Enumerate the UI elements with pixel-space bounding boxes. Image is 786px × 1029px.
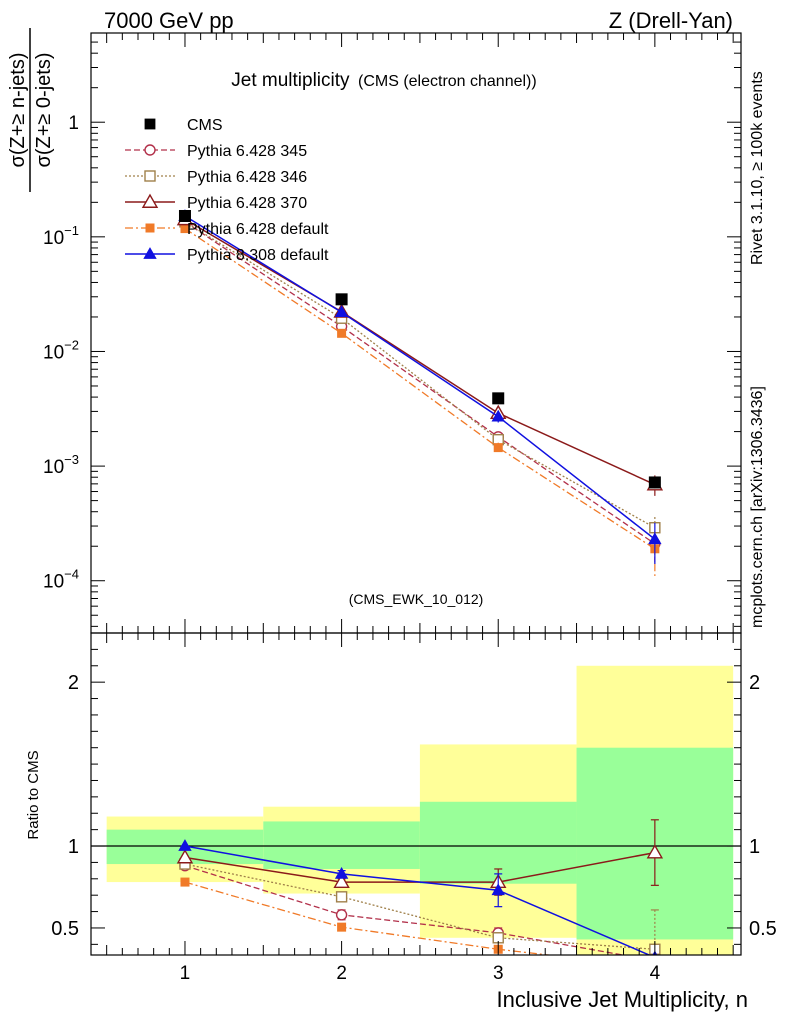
band-green-2 [263, 821, 420, 869]
ratio-ytick-label-right-2: 2 [749, 672, 760, 694]
ratio-point-p345-2 [335, 909, 348, 921]
series-p346 [179, 216, 661, 542]
point-pdef-3 [493, 443, 503, 453]
ratio-point-p8-2 [334, 866, 349, 879]
legend-label-p346: Pythia 6.428 346 [187, 169, 307, 186]
ratio-point-p8-1 [178, 839, 192, 851]
line-p8 [184, 215, 656, 540]
series-cms [178, 209, 661, 489]
point-pdef-2 [337, 328, 347, 338]
ratio-ytick-label-left-2: 2 [68, 672, 79, 694]
xtick-label-1: 2 [336, 963, 347, 984]
legend-marker-p370 [141, 193, 159, 208]
ylabel-numerator: σ(Z+≥ n-jets) [7, 53, 29, 168]
ylabel-denominator: σ(Z+≥ 0-jets) [33, 53, 55, 168]
point-cms-1 [178, 209, 191, 222]
point-p8-2 [334, 305, 349, 318]
point-cms-4 [648, 476, 661, 489]
main-ytick-label-1: 10−1 [43, 223, 79, 249]
legend-marker-p8 [143, 247, 157, 259]
chart-title-sub: (CMS (electron channel)) [358, 73, 537, 90]
main-series [176, 209, 664, 576]
legend-label-cms: CMS [187, 117, 223, 134]
line-p370 [184, 218, 656, 486]
xtick-label-3: 4 [650, 963, 661, 984]
ratio-ytick-label-right-1: 1 [749, 836, 760, 858]
ratio-uncertainty-bands [106, 665, 734, 955]
header-left: 7000 GeV pp [104, 8, 234, 33]
ratio-line-p346 [184, 863, 655, 950]
ratio-y-label: Ratio to CMS [25, 750, 42, 839]
xtick-label-0: 1 [180, 963, 191, 984]
ratio-point-p370-2 [333, 873, 350, 889]
ratio-point-p8-3 [491, 883, 505, 896]
legend-label-p370: Pythia 6.428 370 [187, 195, 307, 212]
point-cms-2 [335, 293, 348, 306]
line-pdef [184, 228, 656, 550]
x-axis-label: Inclusive Jet Multiplicity, n [497, 987, 748, 1012]
legend-entry-cms: CMS [144, 117, 223, 134]
ratio-ytick-label-left-1: 1 [68, 836, 79, 858]
line-p346 [184, 221, 656, 529]
legend-entry-p8: Pythia 8.308 default [125, 247, 329, 264]
line-p345 [184, 221, 656, 545]
series-pdef [180, 224, 660, 576]
ratio-point-p346-2 [335, 891, 348, 903]
mcplots-label: mcplots.cern.ch [arXiv:1306.3436] [749, 386, 766, 628]
legend: CMS Pythia 6.428 345 Pythia 6.428 346 Pythi… [125, 117, 329, 264]
ratio-ytick-label-left-0: 0.5 [51, 918, 79, 940]
legend-label-pdef: Pythia 6.428 default [187, 221, 329, 238]
legend-entry-p346: Pythia 6.428 346 [125, 169, 307, 186]
ratio-point-p370-4 [646, 844, 664, 859]
rivet-label: Rivet 3.1.10, ≥ 100k events [749, 71, 766, 265]
main-ytick-label-2: 10−2 [43, 337, 79, 363]
ratio-point-p370-1 [176, 849, 194, 864]
main-ytick-label-0: 1 [68, 113, 79, 134]
header-right: Z (Drell-Yan) [609, 8, 733, 33]
point-cms-3 [492, 392, 505, 405]
ratio-frame [90, 632, 742, 956]
ratio-line-p8 [184, 845, 652, 955]
legend-entry-pdef: Pythia 6.428 default [125, 221, 329, 238]
xtick-label-2: 3 [493, 963, 504, 984]
axes: 1 10−1 10−2 10−3 10−4 0.5 0.5 1 1 2 2 1 2 3 4 [43, 32, 777, 984]
main-y-axis-label: σ(Z+≥ n-jets) σ(Z+≥ 0-jets) [7, 28, 55, 192]
legend-marker-p345 [144, 144, 156, 156]
legend-label-p345: Pythia 6.428 345 [187, 143, 307, 160]
legend-marker-p346 [144, 170, 156, 182]
legend-entry-p345: Pythia 6.428 345 [125, 143, 307, 160]
chart-title-main: Jet multiplicity [231, 70, 350, 91]
chart-title: Jet multiplicity (CMS (electron channel)… [231, 70, 536, 91]
ratio-point-pdef-1 [180, 877, 190, 887]
point-pdef-1 [180, 224, 190, 234]
ratio-point-pdef-2 [337, 922, 347, 932]
legend-entry-p370: Pythia 6.428 370 [125, 193, 307, 212]
main-ytick-label-4: 10−4 [43, 567, 79, 593]
main-ytick-label-3: 10−3 [43, 452, 79, 478]
legend-marker-cms [144, 118, 156, 130]
legend-label-p8: Pythia 8.308 default [187, 247, 329, 264]
analysis-id: (CMS_EWK_10_012) [349, 591, 484, 607]
legend-marker-pdef [145, 223, 155, 233]
ratio-line-pdef [184, 881, 554, 955]
ratio-series-p8 [178, 839, 658, 955]
ratio-ytick-label-right-0: 0.5 [749, 918, 777, 940]
point-p8-4 [648, 532, 662, 545]
point-p8-3 [491, 409, 505, 422]
series-p345 [179, 216, 661, 564]
